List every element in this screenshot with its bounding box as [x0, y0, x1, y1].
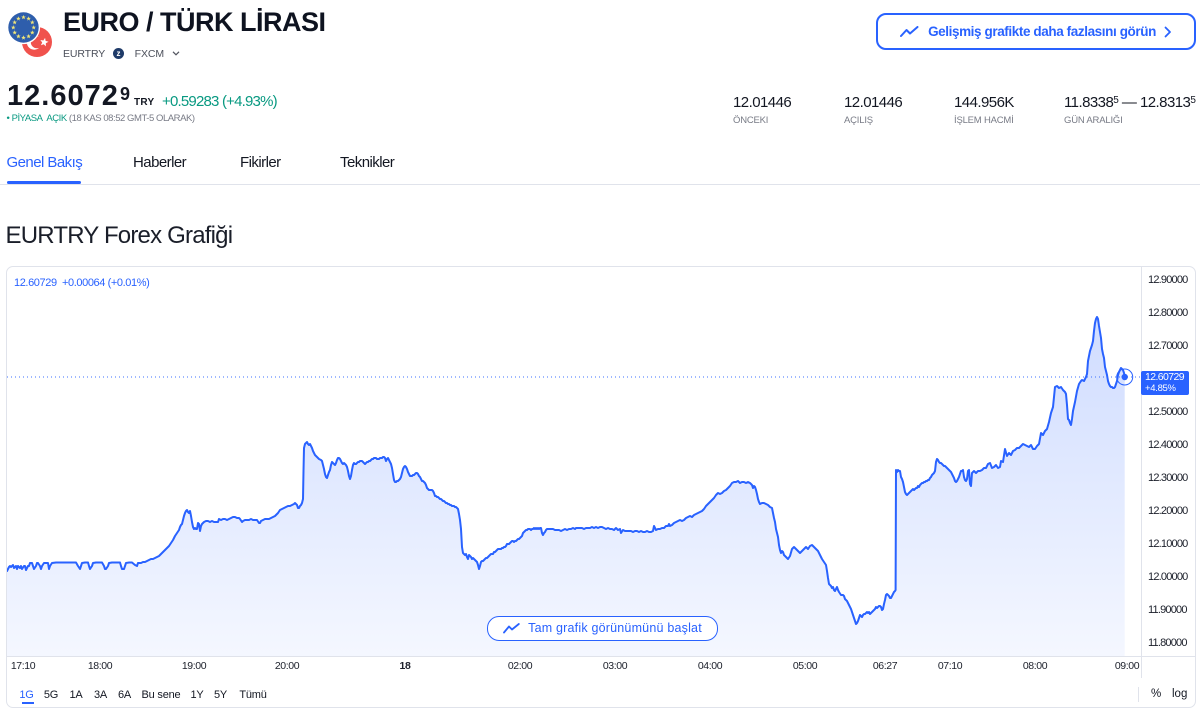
svg-text:z: z [116, 49, 120, 58]
